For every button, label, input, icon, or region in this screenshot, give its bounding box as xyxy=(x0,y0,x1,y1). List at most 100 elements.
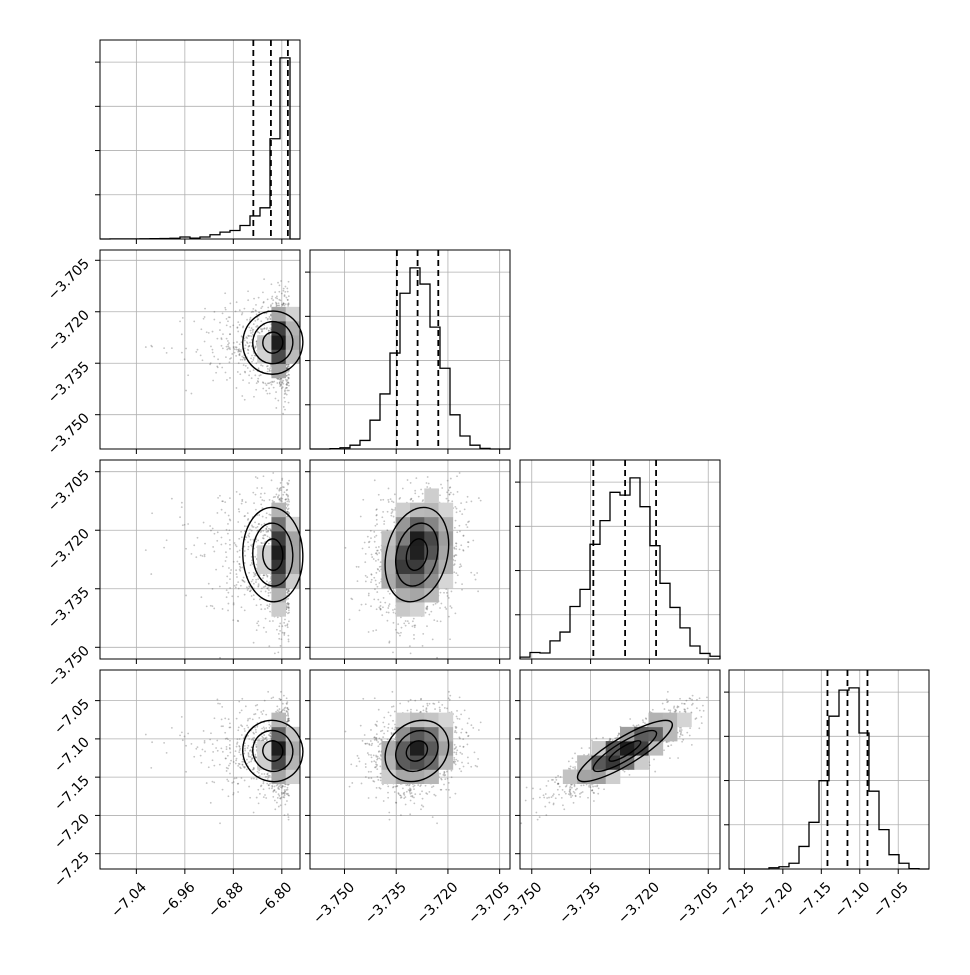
sample-point xyxy=(455,582,457,584)
sample-point xyxy=(256,629,258,631)
sample-point xyxy=(232,794,234,796)
sample-point xyxy=(187,523,189,525)
sample-point xyxy=(282,486,284,488)
sample-point xyxy=(251,581,253,583)
sample-point xyxy=(239,324,241,326)
sample-point xyxy=(232,324,234,326)
sample-point xyxy=(235,310,237,312)
density-cell xyxy=(439,503,454,518)
sample-point xyxy=(247,367,249,369)
sample-point xyxy=(219,363,221,365)
sample-point xyxy=(284,619,286,621)
sample-point xyxy=(283,406,285,408)
sample-point xyxy=(459,563,461,565)
sample-point xyxy=(227,340,229,342)
sample-point xyxy=(410,498,412,500)
sample-point xyxy=(193,544,195,546)
sample-point xyxy=(283,290,285,292)
sample-point xyxy=(259,598,261,600)
sample-point xyxy=(163,742,165,744)
sample-point xyxy=(229,529,231,531)
sample-point xyxy=(150,573,152,575)
sample-point xyxy=(253,502,255,504)
sample-point xyxy=(284,393,286,395)
sample-point xyxy=(445,608,447,610)
sample-point xyxy=(455,572,457,574)
sample-point xyxy=(246,586,248,588)
sample-point xyxy=(467,521,469,523)
sample-point xyxy=(268,514,270,516)
sample-point xyxy=(212,588,214,590)
sample-point xyxy=(364,561,366,563)
sample-point xyxy=(257,477,259,479)
sample-point xyxy=(252,359,254,361)
sample-point xyxy=(204,740,206,742)
sample-point xyxy=(449,605,451,607)
sample-point xyxy=(378,494,380,496)
sample-point xyxy=(371,554,373,556)
sample-point xyxy=(202,555,204,557)
sample-point xyxy=(271,298,273,300)
sample-point xyxy=(464,509,466,511)
sample-point xyxy=(262,382,264,384)
density-cell xyxy=(271,602,286,617)
sample-point xyxy=(399,635,401,637)
sample-point xyxy=(284,401,286,403)
sample-point xyxy=(237,351,239,353)
sample-point xyxy=(378,552,380,554)
sample-point xyxy=(260,608,262,610)
sample-point xyxy=(449,494,451,496)
sample-point xyxy=(383,523,385,525)
sample-point xyxy=(247,349,249,351)
sample-point xyxy=(234,585,236,587)
sample-point xyxy=(287,303,289,305)
sample-point xyxy=(387,511,389,513)
sample-point xyxy=(239,569,241,571)
sample-point xyxy=(208,332,210,334)
sample-point xyxy=(244,308,246,310)
sample-point xyxy=(226,596,228,598)
sample-point xyxy=(377,599,379,601)
sample-point xyxy=(236,341,238,343)
sample-point xyxy=(179,320,181,322)
sample-point xyxy=(426,625,428,627)
sample-point xyxy=(265,618,267,620)
sample-point xyxy=(243,580,245,582)
sample-point xyxy=(394,509,396,511)
sample-point xyxy=(256,382,258,384)
sample-point xyxy=(250,357,252,359)
sample-point xyxy=(250,564,252,566)
sample-point xyxy=(370,581,372,583)
sample-point xyxy=(258,311,260,313)
sample-point xyxy=(251,377,253,379)
histogram-0 xyxy=(100,58,300,239)
sample-point xyxy=(263,781,265,783)
sample-point xyxy=(227,610,229,612)
sample-point xyxy=(381,614,383,616)
sample-point xyxy=(264,608,266,610)
sample-point xyxy=(204,554,206,556)
sample-point xyxy=(179,516,181,518)
sample-point xyxy=(448,489,450,491)
sample-point xyxy=(379,582,381,584)
sample-point xyxy=(257,526,259,528)
sample-point xyxy=(287,813,289,815)
sample-point xyxy=(246,319,248,321)
sample-point xyxy=(468,541,470,543)
sample-point xyxy=(273,496,275,498)
sample-point xyxy=(453,564,455,566)
sample-point xyxy=(362,499,364,501)
sample-point xyxy=(287,379,289,381)
sample-point xyxy=(226,346,228,348)
sample-point xyxy=(286,367,288,369)
histogram-1 xyxy=(310,268,510,449)
sample-point xyxy=(252,331,254,333)
sample-point xyxy=(255,581,257,583)
sample-point xyxy=(268,595,270,597)
sample-point xyxy=(217,703,219,705)
sample-point xyxy=(242,359,244,361)
sample-point xyxy=(383,597,385,599)
sample-point xyxy=(411,625,413,627)
sample-point xyxy=(237,326,239,328)
sample-point xyxy=(204,543,206,545)
